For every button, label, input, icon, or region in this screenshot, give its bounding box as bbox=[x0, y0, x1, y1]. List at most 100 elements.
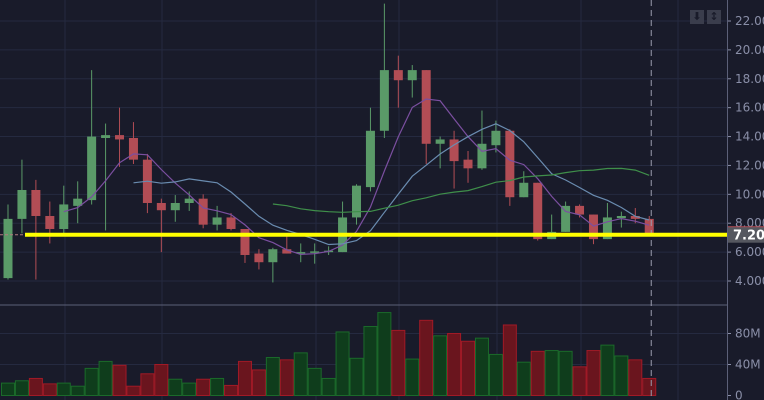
volume-bar bbox=[237, 360, 252, 396]
candle bbox=[491, 120, 501, 153]
volume-bar bbox=[251, 369, 266, 396]
candle bbox=[128, 122, 138, 164]
candle-body bbox=[45, 215, 55, 229]
moving-average-line-20 bbox=[272, 167, 650, 213]
volume-bar bbox=[14, 380, 29, 396]
candle-body bbox=[561, 205, 571, 232]
candle bbox=[379, 3, 389, 138]
volume-bar bbox=[474, 337, 489, 396]
volume-bar bbox=[182, 382, 197, 397]
volume-tick-label: 40M bbox=[735, 358, 761, 372]
candle-body bbox=[407, 70, 417, 81]
candle-body bbox=[519, 182, 529, 198]
volume-bar bbox=[210, 377, 225, 397]
candle bbox=[477, 110, 487, 170]
volume-bar bbox=[461, 340, 476, 396]
candle bbox=[156, 198, 166, 253]
arrow-down-icon[interactable]: ⬇ bbox=[690, 10, 704, 24]
candle-body bbox=[616, 215, 626, 219]
candle bbox=[170, 195, 180, 222]
candle bbox=[212, 205, 222, 231]
candle-body bbox=[630, 215, 640, 219]
volume-bar bbox=[42, 383, 57, 396]
candle-body bbox=[170, 202, 180, 211]
volume-bar bbox=[168, 378, 183, 397]
candle bbox=[101, 123, 111, 231]
candle bbox=[73, 181, 83, 224]
moving-average-line-5 bbox=[63, 98, 650, 256]
volume-bar bbox=[642, 377, 657, 397]
candle-body bbox=[212, 217, 222, 225]
candle-body bbox=[31, 189, 41, 216]
volume-bar bbox=[98, 360, 113, 396]
candle bbox=[142, 153, 152, 214]
candle-body bbox=[352, 185, 361, 218]
candle-body bbox=[296, 252, 306, 254]
candle bbox=[365, 107, 375, 192]
volume-bar bbox=[572, 366, 587, 397]
candle bbox=[393, 55, 403, 108]
volume-bar bbox=[279, 359, 294, 397]
volume-bar bbox=[112, 364, 127, 396]
volume-bar bbox=[419, 319, 434, 397]
volume-bar bbox=[196, 378, 211, 397]
volume-bar bbox=[224, 384, 239, 396]
candle bbox=[505, 129, 515, 206]
candle bbox=[268, 247, 278, 283]
candle-body bbox=[115, 135, 125, 140]
volume-bar bbox=[84, 367, 99, 396]
candle-body bbox=[73, 198, 83, 206]
candle bbox=[226, 213, 236, 231]
candle bbox=[616, 211, 626, 228]
candle-body bbox=[184, 198, 194, 203]
candle-body bbox=[644, 218, 654, 235]
candle bbox=[519, 171, 529, 198]
price-tick-label: 12.000 bbox=[735, 158, 764, 172]
candle-body bbox=[505, 130, 515, 198]
volume-bar bbox=[433, 335, 448, 397]
candle bbox=[533, 182, 543, 241]
candle-body bbox=[198, 198, 208, 225]
candle-body bbox=[533, 182, 543, 240]
candle bbox=[407, 65, 417, 98]
current-price-label: 7.205 bbox=[733, 229, 764, 244]
volume-bar bbox=[628, 359, 643, 397]
candle bbox=[296, 243, 306, 263]
candle bbox=[45, 201, 55, 244]
candle-body bbox=[393, 70, 403, 81]
candle bbox=[435, 136, 445, 169]
candle bbox=[352, 184, 361, 225]
candle-body bbox=[602, 217, 612, 240]
candle-body bbox=[17, 189, 27, 219]
candle bbox=[561, 201, 571, 232]
volume-bar bbox=[544, 350, 559, 396]
volume-bar bbox=[488, 353, 503, 396]
price-tick-label: 16.000 bbox=[735, 101, 764, 115]
arrows-vertical-icon[interactable]: ↕ bbox=[707, 10, 721, 24]
candle bbox=[324, 246, 334, 255]
candle-body bbox=[365, 130, 375, 188]
price-tick-label: 6.000 bbox=[735, 245, 764, 259]
candle bbox=[17, 159, 27, 234]
candle bbox=[644, 215, 654, 235]
volume-bar bbox=[126, 385, 141, 397]
volume-bar bbox=[614, 355, 629, 397]
current-price-label-bg bbox=[728, 226, 764, 243]
price-tick-label: 20.000 bbox=[735, 43, 764, 57]
volume-bar bbox=[502, 324, 517, 397]
volume-bar bbox=[600, 344, 615, 396]
volume-bar bbox=[1, 382, 15, 397]
candle bbox=[463, 150, 473, 183]
volume-bar bbox=[558, 350, 573, 397]
candle-body bbox=[226, 217, 236, 229]
candle bbox=[87, 70, 97, 205]
candle-body bbox=[379, 70, 389, 131]
candle bbox=[588, 214, 598, 245]
candle bbox=[115, 107, 125, 167]
candle-body bbox=[101, 135, 111, 138]
candle-body bbox=[268, 249, 278, 263]
volume-bar bbox=[28, 377, 43, 397]
price-tick-label: 10.000 bbox=[735, 187, 764, 201]
candle bbox=[59, 185, 69, 234]
